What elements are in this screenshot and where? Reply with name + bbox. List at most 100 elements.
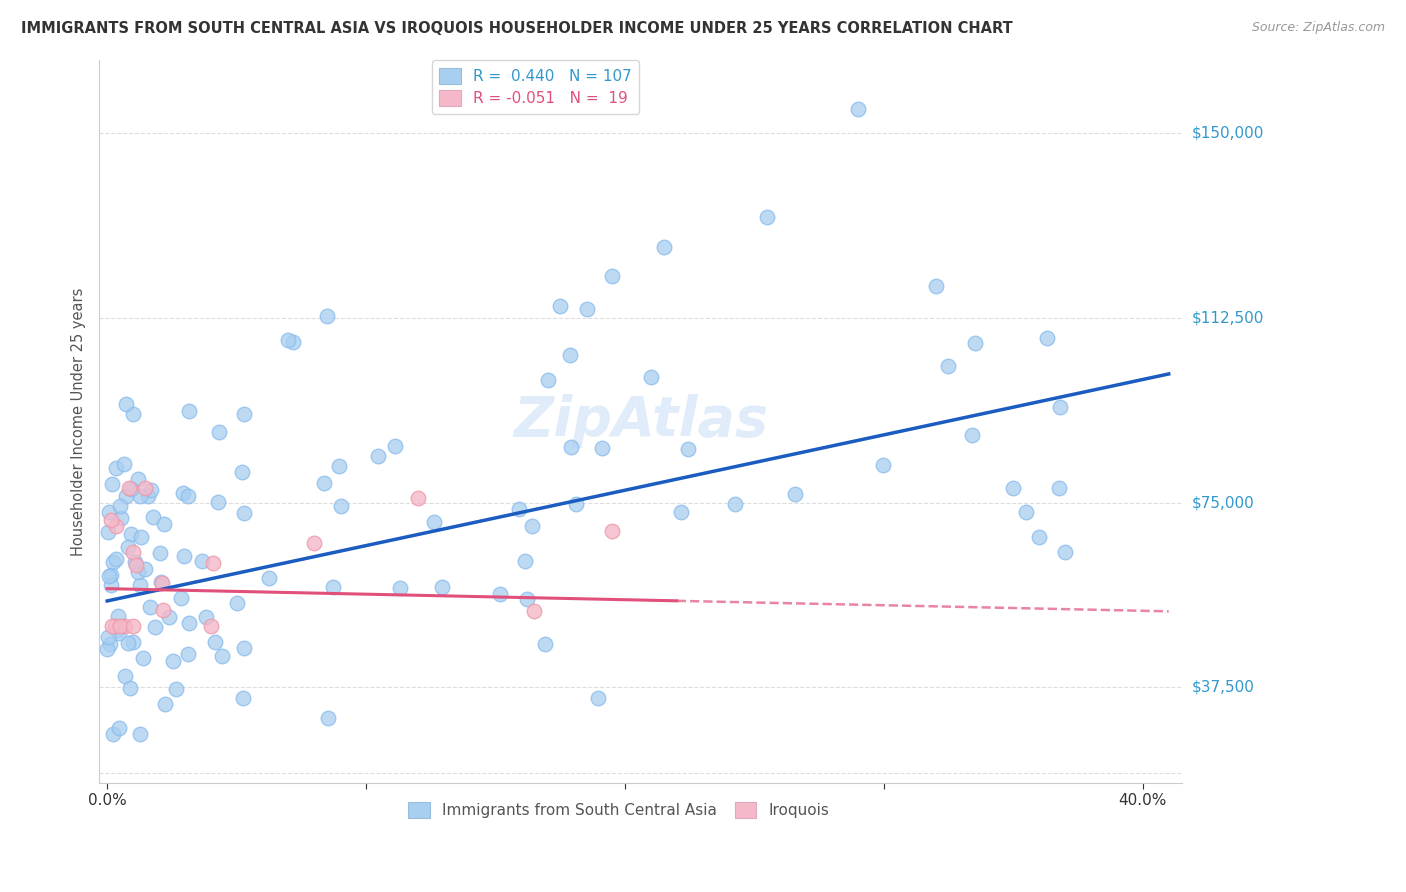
Y-axis label: Householder Income Under 25 years: Householder Income Under 25 years <box>72 287 86 556</box>
Text: $112,500: $112,500 <box>1192 310 1264 326</box>
Point <box>558 348 581 362</box>
Point <box>128 489 150 503</box>
Point <box>513 554 536 568</box>
Point <box>129 530 152 544</box>
Point <box>936 359 959 374</box>
Point <box>132 650 155 665</box>
Point <box>121 407 143 421</box>
Point <box>536 373 558 387</box>
Point <box>98 505 121 519</box>
Point <box>489 587 512 601</box>
Point <box>201 556 224 570</box>
Point <box>110 499 132 513</box>
Point <box>367 450 389 464</box>
Point <box>591 441 613 455</box>
Point <box>281 334 304 349</box>
Point <box>600 269 623 284</box>
Point <box>388 581 411 595</box>
Point <box>127 472 149 486</box>
Point <box>100 568 122 582</box>
Point <box>107 623 129 637</box>
Point <box>107 608 129 623</box>
Text: IMMIGRANTS FROM SOUTH CENTRAL ASIA VS IROQUOIS HOUSEHOLDER INCOME UNDER 25 YEARS: IMMIGRANTS FROM SOUTH CENTRAL ASIA VS IR… <box>21 21 1012 36</box>
Point <box>179 616 201 631</box>
Point <box>114 618 136 632</box>
Point <box>1015 505 1038 519</box>
Point <box>233 640 256 655</box>
Point <box>150 574 173 589</box>
Point <box>139 600 162 615</box>
Point <box>114 669 136 683</box>
Point <box>177 404 200 418</box>
Point <box>117 636 139 650</box>
Point <box>200 618 222 632</box>
Point <box>925 279 948 293</box>
Point <box>124 558 146 573</box>
Point <box>98 569 121 583</box>
Point <box>211 648 233 663</box>
Point <box>108 618 131 632</box>
Point <box>846 102 869 116</box>
Point <box>785 487 807 501</box>
Text: $37,500: $37,500 <box>1192 680 1256 695</box>
Point <box>508 502 530 516</box>
Point <box>105 551 128 566</box>
Point <box>173 549 195 563</box>
Point <box>1049 401 1071 415</box>
Text: $75,000: $75,000 <box>1192 495 1254 510</box>
Point <box>1054 545 1077 559</box>
Text: ZipAtlas: ZipAtlas <box>513 394 768 449</box>
Point <box>520 519 543 533</box>
Point <box>564 497 586 511</box>
Point <box>204 635 226 649</box>
Point <box>233 506 256 520</box>
Point <box>152 603 174 617</box>
Point <box>153 698 176 712</box>
Point <box>101 727 124 741</box>
Point <box>676 442 699 456</box>
Point <box>97 630 120 644</box>
Point <box>548 299 571 313</box>
Point <box>316 711 339 725</box>
Point <box>122 618 145 632</box>
Point <box>322 580 344 594</box>
Point <box>122 545 145 559</box>
Point <box>114 396 136 410</box>
Point <box>169 591 191 605</box>
Text: Source: ZipAtlas.com: Source: ZipAtlas.com <box>1251 21 1385 34</box>
Point <box>259 571 281 585</box>
Point <box>177 647 200 661</box>
Point <box>124 555 146 569</box>
Point <box>406 491 429 505</box>
Point <box>120 527 142 541</box>
Point <box>1028 530 1050 544</box>
Point <box>165 682 187 697</box>
Point <box>1035 331 1057 345</box>
Point <box>314 475 336 490</box>
Point <box>142 510 165 524</box>
Point <box>640 369 662 384</box>
Point <box>960 428 983 442</box>
Point <box>150 575 173 590</box>
Point <box>231 465 253 479</box>
Point <box>120 482 142 496</box>
Point <box>153 516 176 531</box>
Point <box>669 505 692 519</box>
Text: $150,000: $150,000 <box>1192 126 1264 141</box>
Point <box>149 546 172 560</box>
Point <box>128 578 150 592</box>
Point <box>134 481 156 495</box>
Point <box>138 489 160 503</box>
Point <box>304 535 326 549</box>
Point <box>560 440 582 454</box>
Point <box>128 727 150 741</box>
Point <box>162 654 184 668</box>
Point <box>384 439 406 453</box>
Point <box>1002 481 1025 495</box>
Point <box>232 690 254 705</box>
Point <box>108 721 131 735</box>
Point <box>963 335 986 350</box>
Point <box>100 513 122 527</box>
Point <box>117 481 139 495</box>
Point <box>207 425 229 439</box>
